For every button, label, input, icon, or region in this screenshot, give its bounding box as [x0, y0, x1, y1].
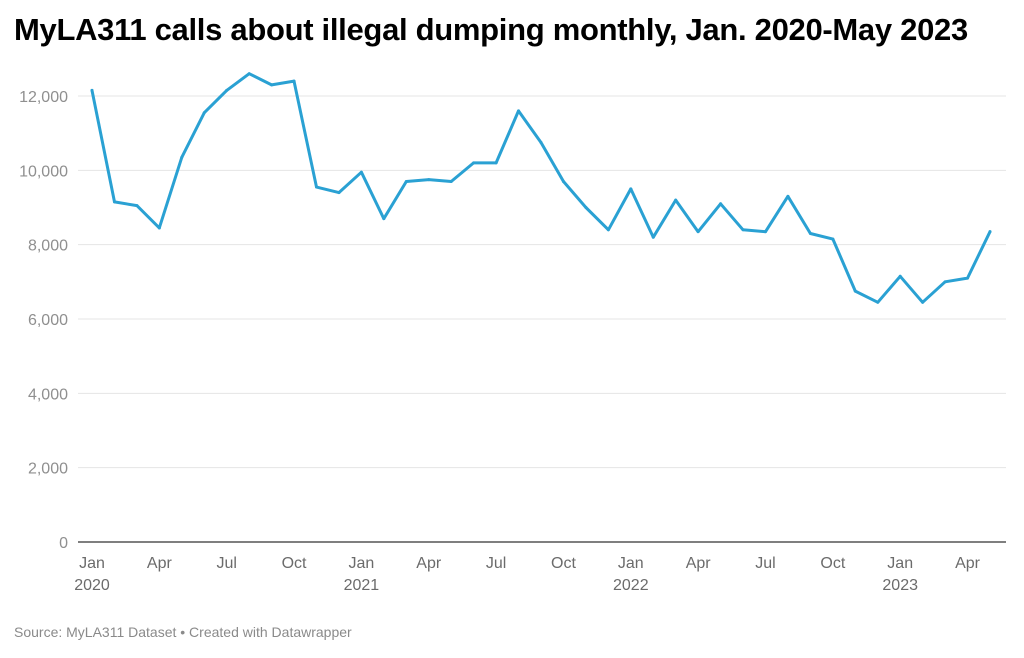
x-tick-year-label: 2021 [344, 577, 380, 594]
y-tick-label: 4,000 [28, 386, 68, 403]
data-point [943, 280, 947, 284]
data-point [180, 155, 184, 159]
data-point [606, 228, 610, 232]
y-tick-label: 6,000 [28, 312, 68, 329]
data-point [90, 88, 94, 92]
x-tick-label: Apr [686, 555, 712, 572]
data-point [292, 79, 296, 83]
data-point [831, 237, 835, 241]
data-point [853, 289, 857, 293]
data-point [382, 217, 386, 221]
x-tick-label: Apr [955, 555, 981, 572]
data-point [494, 161, 498, 165]
x-tick-year-label: 2020 [74, 577, 110, 594]
data-point [651, 235, 655, 239]
data-point [539, 140, 543, 144]
series-line [90, 72, 992, 304]
data-point [247, 72, 251, 76]
data-point [359, 170, 363, 174]
data-point [696, 230, 700, 234]
y-tick-label: 2,000 [28, 461, 68, 478]
data-point [741, 228, 745, 232]
data-point [674, 198, 678, 202]
x-tick-label: Oct [282, 555, 307, 572]
data-point [584, 206, 588, 209]
data-point [561, 179, 565, 183]
chart-title: MyLA311 calls about illegal dumping mont… [14, 12, 968, 47]
x-axis-tick-labels: Jan 2020 Apr Jul Oct Jan 2021 Apr Jul Oct Jan 2022 A… [74, 555, 980, 594]
data-point [157, 226, 161, 230]
data-point [719, 202, 723, 206]
x-tick-label: Oct [551, 555, 576, 572]
y-tick-label: 8,000 [28, 238, 68, 255]
x-tick-year-label: 2022 [613, 577, 649, 594]
data-point [517, 109, 521, 113]
series-layer [90, 72, 992, 304]
data-point [876, 300, 880, 304]
x-tick-year-label: 2023 [882, 577, 918, 594]
data-point [921, 300, 925, 304]
data-point [898, 274, 902, 278]
x-tick-label: Apr [416, 555, 442, 572]
data-point [472, 161, 476, 165]
data-point [135, 204, 139, 208]
data-point [315, 185, 318, 189]
data-point [988, 230, 992, 234]
x-tick-label: Oct [820, 555, 845, 572]
data-point [786, 194, 790, 198]
x-tick-label: Jan [349, 555, 375, 572]
data-point [629, 187, 633, 191]
x-tick-label: Jul [486, 555, 506, 572]
x-tick-label: Jan [887, 555, 913, 572]
y-tick-label: 10,000 [19, 163, 68, 180]
data-point [764, 230, 767, 234]
x-tick-label: Jul [755, 555, 775, 572]
gridlines [78, 95, 1006, 543]
data-point [427, 178, 431, 182]
data-point [449, 179, 453, 183]
data-point [112, 200, 116, 204]
data-point [966, 276, 970, 280]
source-credit: Source: MyLA311 Dataset • Created with D… [14, 624, 352, 640]
y-axis-tick-labels: 0 2,000 4,000 6,000 8,000 10,000 12,000 [19, 89, 68, 552]
x-tick-label: Jan [618, 555, 644, 572]
data-point [270, 83, 274, 87]
x-tick-label: Apr [147, 555, 173, 572]
data-point [808, 232, 812, 236]
x-tick-label: Jan [79, 555, 105, 572]
y-tick-label: 12,000 [19, 89, 68, 106]
data-point [202, 111, 206, 115]
data-point [337, 191, 341, 195]
x-tick-label: Jul [216, 555, 236, 572]
data-point [225, 88, 229, 92]
data-point [404, 179, 408, 183]
y-tick-label: 0 [59, 535, 68, 552]
